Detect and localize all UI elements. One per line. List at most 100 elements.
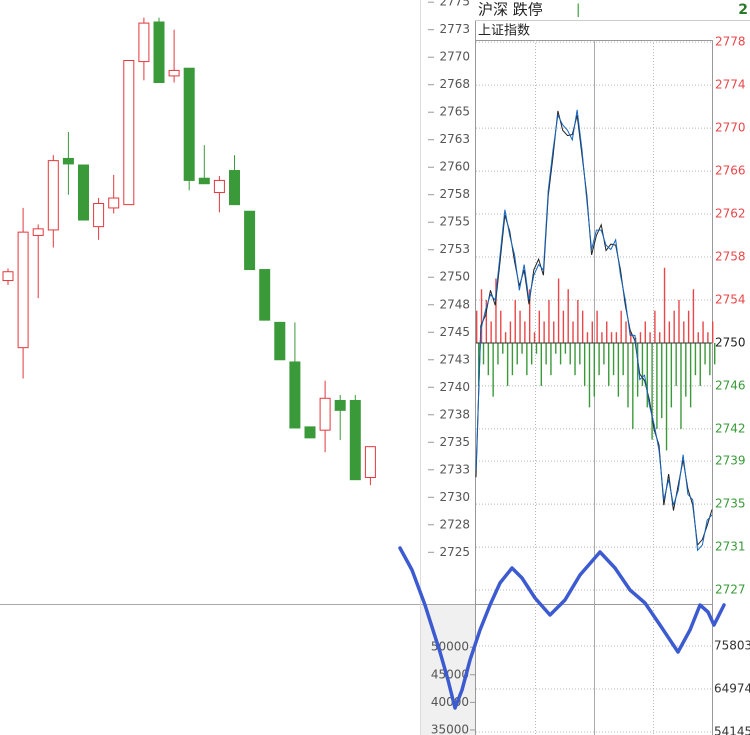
advance-bar (591, 321, 593, 343)
decline-bar (617, 342, 620, 397)
decline-bar (714, 342, 716, 365)
candle-body (349, 399, 361, 481)
decline-bar (588, 342, 591, 408)
y-tick-label: 2746 (715, 378, 746, 392)
advance-bar (533, 332, 536, 343)
decline-bar (545, 342, 547, 365)
advance-bar (553, 321, 555, 343)
y-tick-label: 2762 (715, 207, 746, 221)
y-tick-label: 2750 (715, 335, 746, 349)
y-tick-label: 2775 (439, 0, 470, 9)
advance-bar (601, 332, 603, 343)
y-tick-label: 2739 (715, 454, 746, 468)
advance-bar (610, 332, 613, 343)
index-title: 上证指数 (478, 24, 530, 39)
candle-body (274, 321, 286, 361)
decline-bar (555, 342, 557, 354)
decline-bar (646, 342, 648, 408)
advance-bar (562, 310, 565, 343)
candle-body (2, 271, 14, 282)
advance-bar (663, 267, 666, 343)
y2-tick-label: 541451 (714, 724, 750, 735)
decline-bar (704, 342, 706, 365)
decline-bar (627, 342, 629, 408)
decline-bar (685, 342, 687, 397)
decline-bar (608, 342, 610, 386)
y-tick-label: 45000 (431, 667, 469, 681)
advance-bar (490, 321, 492, 343)
y-tick-label: 2750 (439, 270, 470, 284)
decline-bar (661, 342, 663, 419)
decline-bar (530, 342, 533, 365)
advance-bar (644, 321, 646, 343)
y-tick-label: 2760 (439, 160, 470, 174)
y-tick-label: 2774 (715, 78, 746, 92)
y-tick-label: 2727 (715, 583, 746, 597)
candle-body (108, 197, 120, 209)
y-tick-label: 2738 (439, 407, 470, 421)
advance-bar (697, 332, 699, 343)
y-tick-label: 2773 (439, 22, 470, 36)
advance-bar (577, 299, 579, 343)
advance-bar (683, 321, 685, 343)
decline-bar (622, 342, 624, 376)
advance-bar (678, 299, 680, 343)
decline-bar (526, 342, 528, 376)
decline-bar (593, 342, 595, 397)
advance-bar (692, 289, 695, 343)
decline-bar (603, 342, 605, 365)
header-indicator: | (576, 3, 580, 18)
y-tick-label: 2754 (715, 292, 746, 306)
y-tick-label: 2763 (439, 132, 470, 146)
candle-body (153, 21, 165, 84)
advance-bar (557, 278, 560, 343)
decline-bar (502, 342, 504, 354)
advance-bar (586, 332, 589, 343)
advance-bar (668, 321, 671, 343)
decline-bar (689, 342, 692, 408)
y-tick-label: 2745 (439, 325, 470, 339)
decline-bar (487, 342, 490, 376)
y-tick-label: 2743 (439, 352, 470, 366)
decline-bar (709, 342, 711, 376)
decline-bar (569, 342, 571, 365)
candle-body (198, 177, 210, 185)
candle-body (62, 157, 74, 165)
advance-bar (500, 310, 502, 343)
advance-bar (476, 310, 478, 343)
decline-bar (497, 342, 499, 365)
advance-bar (524, 321, 526, 343)
advance-bar (630, 332, 632, 343)
y-tick-label: 2755 (439, 215, 470, 229)
y-tick-label: 2731 (715, 540, 746, 554)
candle-body (304, 426, 316, 439)
y-tick-label: 2728 (439, 517, 470, 531)
y-tick-label: 2733 (439, 462, 470, 476)
advance-bar (528, 289, 531, 343)
decline-bar (521, 342, 523, 354)
advance-bar (581, 310, 584, 343)
candle-body (244, 210, 256, 271)
decline-bar (680, 342, 682, 429)
advance-bar (639, 332, 642, 343)
advance-bar (625, 321, 627, 343)
decline-bar (550, 342, 552, 376)
header-title: 沪深 跌停 (478, 1, 543, 19)
advance-bar (485, 299, 488, 343)
y-tick-label: 2770 (715, 121, 746, 135)
decline-bar (506, 342, 509, 386)
decline-bar (478, 342, 480, 386)
advance-bar (707, 332, 709, 343)
candle-body (364, 446, 376, 478)
decline-bar (535, 342, 538, 354)
decline-bar (540, 342, 543, 386)
advance-bar (548, 299, 550, 343)
decline-bar (492, 342, 494, 397)
decline-bar (583, 342, 586, 386)
advance-bar (509, 321, 512, 343)
advance-bar (702, 321, 704, 343)
advance-bar (712, 321, 714, 343)
advance-bar (543, 321, 545, 343)
